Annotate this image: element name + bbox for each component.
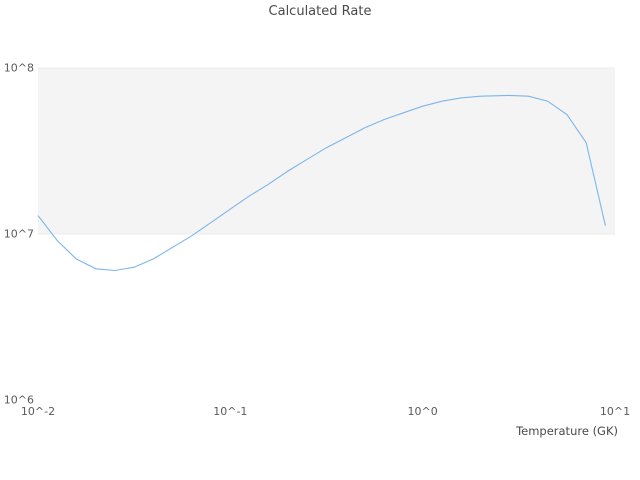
xtick-1e0: 10^0 [407,405,438,418]
xtick-1e-2: 10^-2 [20,405,56,418]
log-cycle-band [38,68,615,234]
ytick-1e7: 10^7 [3,227,34,241]
chart-title: Calculated Rate [268,4,372,19]
xaxis-label: Temperature (GK) [516,424,618,438]
ytick-1e8: 10^8 [3,61,34,75]
xtick-1e-1: 10^-1 [213,405,248,418]
xtick-1e1: 10^1 [599,405,631,418]
ytick-1e6: 10^6 [3,393,34,407]
calculated-rate-line [37,94,606,272]
